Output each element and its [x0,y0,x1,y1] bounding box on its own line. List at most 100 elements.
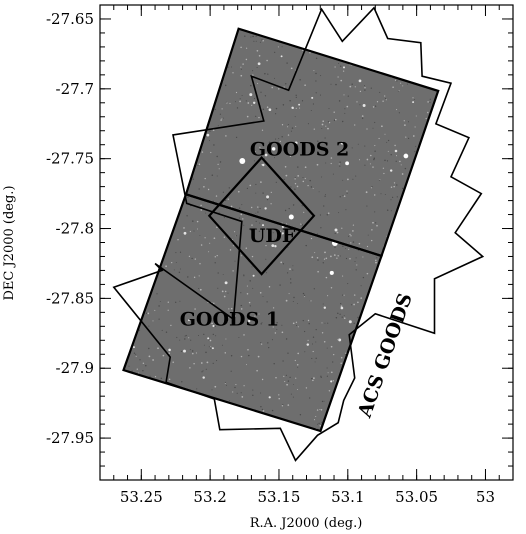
star-point [240,304,242,307]
star-point [240,392,242,394]
star-point [393,185,395,188]
star-point [326,214,328,216]
star-point [200,42,203,46]
star-point [348,248,350,250]
star-point [297,175,300,177]
star-point [342,66,346,69]
star-point [240,68,242,70]
star-point [207,76,209,78]
star-point [229,249,232,251]
star-point [249,93,253,97]
star-point [160,155,162,157]
star-point [211,389,213,391]
star-point [317,423,319,425]
star-point [239,158,246,164]
star-point [228,308,230,310]
star-point [235,235,238,237]
star-point [209,140,210,141]
x-tick-label: 53.05 [395,488,438,506]
star-point [434,52,437,55]
star-point [274,332,277,334]
star-point [253,40,255,42]
star-point [335,83,337,86]
star-point [262,39,264,42]
star-point [338,62,340,65]
star-point [357,316,359,319]
star-point [151,234,153,237]
star-point [232,270,234,272]
star-point [214,325,216,327]
star-point [193,95,195,97]
star-point [325,162,327,164]
star-point [305,42,307,44]
star-point [174,170,176,172]
star-point [175,169,177,171]
star-point [256,369,258,372]
star-point [271,317,273,319]
star-point [189,409,191,411]
star-point [168,164,171,166]
star-point [379,91,381,93]
star-point [173,152,175,154]
star-point [340,302,342,305]
star-point [282,263,285,265]
star-point [422,393,424,395]
star-point [145,33,147,34]
star-point [168,352,171,354]
star-point [260,343,263,345]
star-point [309,51,311,54]
star-point [227,317,229,319]
star-point [318,191,320,193]
star-point [213,302,215,305]
star-point [178,415,180,418]
star-point [361,115,364,117]
star-point [311,150,313,153]
star-point [425,392,427,395]
star-point [339,196,341,198]
star-point [242,218,244,220]
star-point [255,220,257,223]
star-point [319,408,321,411]
star-point [246,47,248,49]
star-point [224,281,228,285]
star-point [171,71,173,74]
star-point [231,66,232,68]
star-point [220,28,222,30]
star-point [141,41,143,43]
star-point [259,291,262,294]
star-point [351,147,353,149]
star-point [406,397,409,400]
star-point [418,340,420,342]
star-point [261,224,265,227]
star-point [295,321,298,323]
star-point [310,109,312,112]
star-point [313,419,316,421]
star-point [345,257,348,260]
star-point [150,217,152,220]
star-point [155,269,158,271]
star-point [372,221,374,224]
x-tick-label: 53 [476,488,495,506]
star-point [262,410,265,412]
star-point [384,97,387,99]
star-point [217,310,219,312]
star-point [180,400,183,403]
star-point [202,57,204,59]
star-point [290,130,292,132]
star-point [164,168,167,170]
star-point [177,68,180,70]
star-point [144,231,146,233]
star-point [312,336,315,338]
star-point [257,211,259,213]
star-point [259,146,261,148]
star-point [142,362,145,365]
star-point [327,372,329,374]
star-point [341,35,344,37]
star-point [354,261,356,262]
star-point [370,87,372,89]
star-point [313,288,315,290]
star-point [297,302,298,304]
star-point [133,267,136,270]
star-point [395,160,397,162]
star-point [222,117,224,119]
